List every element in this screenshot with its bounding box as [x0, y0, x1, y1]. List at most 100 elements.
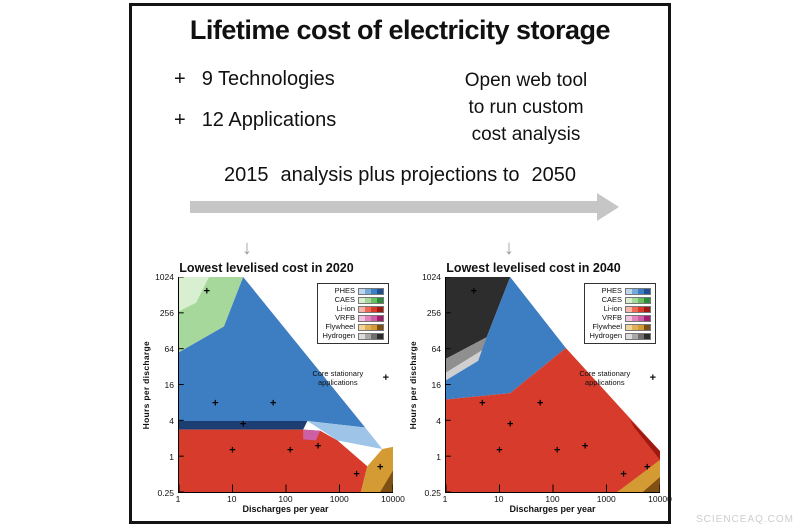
y-axis-ticks: 1024 256 64 16 4 1 0.25: [419, 272, 445, 498]
legend-row-flywheel: Flywheel: [322, 323, 384, 331]
webtool-line-2: to run custom: [468, 96, 584, 118]
x-axis-label: Discharges per year: [242, 504, 329, 514]
feature-label: 12 Applications: [201, 109, 337, 131]
x-tick-label: 100: [278, 494, 293, 504]
application-marker: +: [479, 397, 486, 410]
x-axis-ticks: 1 10 100 1000 10000: [442, 493, 672, 504]
application-marker: +: [269, 397, 277, 410]
legend-swatch: [358, 296, 384, 304]
y-tick-label: 4: [436, 415, 441, 426]
application-marker: +: [643, 461, 651, 474]
x-axis-label: Discharges per year: [509, 504, 596, 514]
x-tick-label: 10: [494, 494, 504, 504]
legend: PHES CAES Li-ion VRFB Flywheel Hydrogen: [317, 283, 389, 344]
legend-row-hydrogen: Hydrogen: [589, 332, 651, 340]
legend-swatch: [358, 332, 384, 340]
legend-label: Hydrogen: [589, 331, 622, 340]
application-marker: +: [581, 440, 589, 453]
application-marker: +: [536, 397, 544, 410]
webtool-line-1: Open web tool: [464, 70, 588, 91]
legend-swatch: [358, 287, 384, 295]
region-VRFB: [303, 429, 321, 441]
chart-title: Lowest levelised cost in 2020: [179, 261, 354, 275]
legend-row-phes: PHES: [322, 287, 384, 295]
application-marker: +: [287, 444, 294, 457]
plus-bullet: +: [174, 109, 186, 131]
features-row: + 9 Technologies + 12 Applications Open …: [132, 68, 668, 150]
legend-swatch: [625, 296, 651, 304]
y-axis-label-text: Hours per discharge: [141, 340, 151, 430]
legend-label: CAES: [334, 295, 355, 304]
y-axis-label: Hours per discharge: [407, 277, 419, 493]
legend-swatch: [358, 305, 384, 313]
y-tick-label: 1: [169, 452, 174, 462]
legend-row-vrfb: VRFB: [589, 314, 651, 322]
legend-swatch: [625, 323, 651, 331]
timeline-middle-text: analysis plus projections to: [280, 164, 520, 186]
application-marker: +: [239, 418, 247, 431]
y-axis-label-text: Hours per discharge: [408, 340, 418, 430]
region-Li-ion: [179, 429, 368, 492]
webtool-line-3: cost analysis: [471, 123, 581, 145]
legend-note: Core stationary applications +: [564, 369, 656, 387]
legend-swatch: [358, 314, 384, 322]
legend: PHES CAES Li-ion VRFB Flywheel Hydrogen: [584, 283, 656, 344]
x-tick-label: 1: [442, 494, 448, 504]
y-tick-label: 1024: [422, 272, 441, 282]
y-tick-label: 64: [164, 343, 174, 354]
application-marker: +: [212, 397, 219, 410]
region-Hydrogen-mid: [446, 337, 487, 373]
feature-label: 9 Technologies: [201, 68, 335, 90]
x-tick-label: 1000: [596, 494, 616, 504]
x-tick-label: 1000: [329, 494, 349, 504]
application-marker: +: [496, 444, 503, 457]
legend-label: Flywheel: [592, 322, 622, 331]
region-Flywheel-dark: [380, 470, 393, 492]
timeline-arrow: [190, 193, 619, 221]
legend-row-phes: PHES: [589, 287, 651, 295]
legend-note: Core stationary applications +: [297, 369, 389, 387]
infographic-frame: Lifetime cost of electricity storage + 9…: [129, 3, 672, 524]
legend-row-li-ion: Li-ion: [589, 305, 651, 313]
legend-swatch: [625, 287, 651, 295]
legend-label: CAES: [601, 295, 622, 304]
y-axis-ticks: 1024 256 64 16 4 1 0.25: [152, 272, 178, 498]
webtool-note: Open web tool to run custom cost analysi…: [412, 68, 640, 149]
page-title: Lifetime cost of electricity storage: [189, 15, 611, 45]
plot-area: PHES CAES Li-ion VRFB Flywheel Hydrogen Core …: [178, 277, 393, 493]
legend-swatch: [625, 332, 651, 340]
plus-marker: +: [382, 372, 389, 384]
y-tick-label: 1024: [155, 272, 174, 282]
application-marker: +: [353, 468, 360, 481]
chart-2020: Lowest levelised cost in 2020 Hours per …: [140, 261, 405, 517]
plus-bullet: +: [174, 68, 186, 90]
contour-plot: [179, 277, 393, 492]
timeline-end-year: 2050: [531, 164, 577, 186]
legend-label: Li-ion: [336, 304, 355, 313]
legend-row-hydrogen: Hydrogen: [322, 332, 384, 340]
application-marker: +: [620, 468, 627, 481]
down-arrow-icon: ↓: [242, 237, 252, 259]
y-tick-label: 256: [159, 307, 174, 318]
x-tick-label: 10000: [381, 494, 405, 504]
legend-row-li-ion: Li-ion: [322, 305, 384, 313]
y-tick-label: 16: [164, 380, 174, 390]
application-marker: +: [229, 444, 236, 457]
application-marker: +: [506, 418, 514, 431]
chart-body: Hours per discharge 1024 256 64 16 4 1 0.25 PH…: [140, 272, 393, 498]
legend-swatch: [358, 323, 384, 331]
legend-label: VRFB: [601, 313, 622, 322]
y-tick-label: 256: [426, 307, 441, 318]
application-marker: +: [203, 285, 211, 298]
application-marker: +: [376, 461, 384, 474]
legend-row-vrfb: VRFB: [322, 314, 384, 322]
legend-row-caes: CAES: [589, 296, 651, 304]
chart-body: Hours per discharge 1024 256 64 16 4 1 0.25 PH…: [407, 272, 660, 498]
application-marker: +: [554, 444, 561, 457]
down-arrow-icon: ↓: [504, 237, 514, 259]
watermark: SCIENCEAQ.COM: [695, 514, 794, 525]
y-tick-label: 0.25: [424, 488, 441, 498]
legend-label: Li-ion: [603, 304, 622, 313]
legend-note-text: Core stationary applications: [312, 369, 364, 387]
